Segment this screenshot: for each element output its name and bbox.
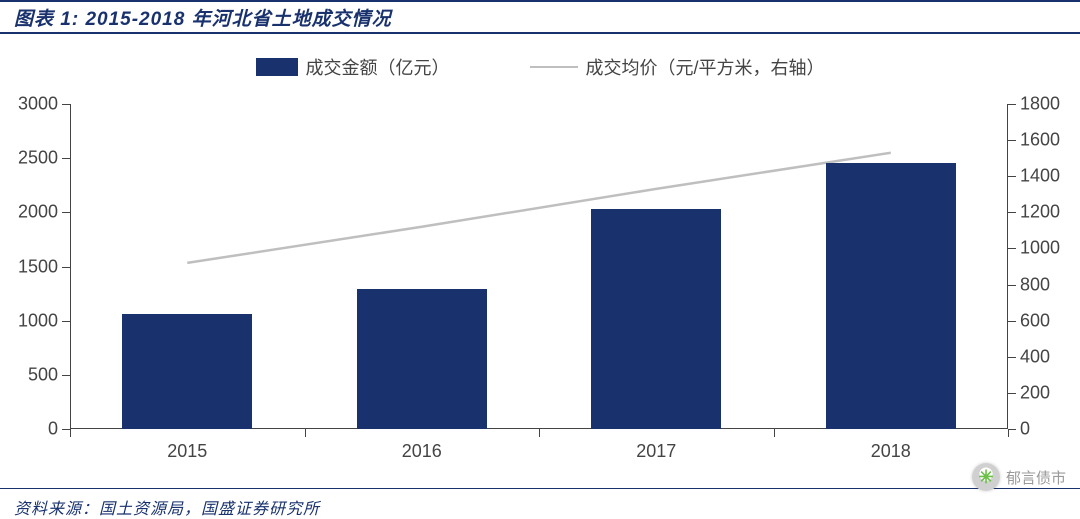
y2-tick — [1008, 429, 1016, 430]
y1-label: 0 — [48, 419, 58, 440]
wechat-icon: ✳ — [972, 463, 1000, 491]
y2-tick — [1008, 140, 1016, 141]
y2-label: 1600 — [1020, 130, 1060, 151]
y1-label: 500 — [28, 364, 58, 385]
y2-label: 1200 — [1020, 202, 1060, 223]
y2-tick — [1008, 176, 1016, 177]
source-text: 资料来源：国土资源局，国盛证券研究所 — [14, 501, 320, 518]
bar — [591, 209, 721, 429]
y1-label: 1000 — [18, 310, 58, 331]
legend-item-bar: 成交金额（亿元） — [256, 54, 450, 80]
y1-tick — [62, 104, 70, 105]
y2-label: 1800 — [1020, 94, 1060, 115]
bar — [826, 163, 956, 430]
x-tick — [774, 429, 775, 437]
y1-tick — [62, 321, 70, 322]
legend-line-swatch — [530, 66, 578, 68]
y1-label: 1500 — [18, 256, 58, 277]
x-label: 2016 — [402, 441, 442, 462]
y1-tick — [62, 158, 70, 159]
y2-tick — [1008, 357, 1016, 358]
plot-area: 0500100015002000250030000200400600800100… — [70, 104, 1008, 429]
y2-tick — [1008, 104, 1016, 105]
watermark: ✳ 郁言债市 — [972, 463, 1066, 491]
x-tick — [539, 429, 540, 437]
bar — [357, 289, 487, 429]
x-tick — [70, 429, 71, 437]
y2-label: 200 — [1020, 382, 1050, 403]
y1-tick — [62, 375, 70, 376]
bar — [122, 314, 252, 429]
legend-bar-label: 成交金额（亿元） — [306, 54, 450, 80]
y2-tick — [1008, 248, 1016, 249]
x-tick — [1008, 429, 1009, 437]
watermark-text: 郁言债市 — [1006, 467, 1066, 488]
y2-label: 1400 — [1020, 166, 1060, 187]
y2-label: 1000 — [1020, 238, 1060, 259]
y1-label: 3000 — [18, 94, 58, 115]
y2-label: 400 — [1020, 346, 1050, 367]
x-label: 2017 — [636, 441, 676, 462]
y1-label: 2000 — [18, 202, 58, 223]
line-path — [187, 153, 891, 263]
y2-tick — [1008, 321, 1016, 322]
y2-tick — [1008, 393, 1016, 394]
chart-area: 成交金额（亿元） 成交均价（元/平方米，右轴） 0500100015002000… — [0, 34, 1080, 479]
y1-tick — [62, 429, 70, 430]
legend: 成交金额（亿元） 成交均价（元/平方米，右轴） — [0, 54, 1080, 80]
y1-tick — [62, 267, 70, 268]
x-label: 2018 — [871, 441, 911, 462]
source-bar: 资料来源：国土资源局，国盛证券研究所 — [0, 488, 1080, 519]
chart-title: 图表 1: 2015-2018 年河北省土地成交情况 — [14, 4, 392, 31]
legend-line-label: 成交均价（元/平方米，右轴） — [586, 54, 825, 80]
legend-bar-swatch — [256, 58, 298, 76]
y2-tick — [1008, 285, 1016, 286]
y2-label: 600 — [1020, 310, 1050, 331]
title-bar: 图表 1: 2015-2018 年河北省土地成交情况 — [0, 0, 1080, 34]
y1-tick — [62, 212, 70, 213]
y2-label: 800 — [1020, 274, 1050, 295]
y1-label: 2500 — [18, 148, 58, 169]
x-tick — [305, 429, 306, 437]
chart-container: 图表 1: 2015-2018 年河北省土地成交情况 成交金额（亿元） 成交均价… — [0, 0, 1080, 519]
y2-tick — [1008, 212, 1016, 213]
x-label: 2015 — [167, 441, 207, 462]
legend-item-line: 成交均价（元/平方米，右轴） — [530, 54, 825, 80]
y2-label: 0 — [1020, 419, 1030, 440]
